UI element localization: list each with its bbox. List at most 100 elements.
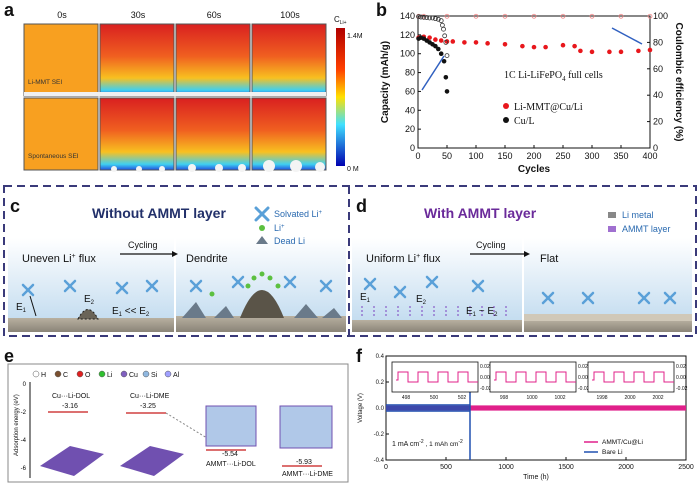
x-axis-label: Cycles <box>518 164 551 175</box>
series-3 <box>416 14 450 58</box>
solvated-li-icon <box>254 206 270 222</box>
atom-label-li: Li <box>107 372 113 379</box>
legend-li-metal: Li metal <box>622 210 654 220</box>
point-0-8 <box>473 40 479 45</box>
x-tick-label-5: 250 <box>555 151 570 161</box>
panel-d-title: With AMMT layer <box>424 205 537 221</box>
point-2-6 <box>560 13 566 19</box>
row-label-mmt: Li-MMT SEI <box>28 79 62 86</box>
y-tick-label-0: 0 <box>410 143 415 153</box>
point-0-11 <box>520 43 525 49</box>
inset-0: 498 500 502 0.02 0.00 -0.02 <box>391 361 492 401</box>
time-label-0: 0s <box>57 10 67 20</box>
f-x-tick-label-3: 1500 <box>558 464 574 471</box>
point-2-5 <box>531 13 537 19</box>
atom-legend: H C O Li Cu Si Al <box>32 370 180 379</box>
d-flux-arrows <box>361 306 507 318</box>
point-0-18 <box>607 49 612 55</box>
f-x-tick-label-0: 0 <box>384 464 388 471</box>
d-flat: Flat <box>540 253 558 265</box>
point-1-10 <box>443 74 449 80</box>
d-right-ions <box>541 291 677 305</box>
ammt-structure-2 <box>279 405 333 449</box>
y2-tick-label-3: 60 <box>653 64 663 74</box>
d-arrowhead <box>524 251 530 257</box>
c-e2: E2 <box>84 294 95 306</box>
c-right-ions <box>189 275 333 293</box>
point-3-6 <box>433 16 438 22</box>
ammt-layer-icon <box>608 226 616 232</box>
inset-2-xtick-2: 2002 <box>652 395 663 401</box>
point-2-7 <box>589 13 595 19</box>
panel-b-letter: b <box>376 0 387 20</box>
inset-2-xtick-1: 2000 <box>624 395 635 401</box>
point-2-8 <box>618 13 624 19</box>
panel-a-simulation: 0s 30s 60s 100s Li-MMT SEI Spontaneous S… <box>23 10 363 173</box>
inset-2-ytick-2: -0.02 <box>676 386 688 392</box>
point-3-1 <box>418 14 424 20</box>
atom-dot-cu <box>120 370 128 378</box>
panel-d-letter: d <box>356 196 367 216</box>
legend-dead: Dead Li <box>274 236 305 246</box>
y2-axis-label: Coulombic efficiency (%) <box>673 23 684 142</box>
y-tick-label-3: 60 <box>405 86 415 96</box>
inset-1-ytick-0: 0.02 <box>578 364 588 370</box>
d-uniform-flux: Uniform Li+ flux <box>366 253 441 265</box>
point-0-20 <box>636 48 641 54</box>
c-ground-left <box>8 318 174 332</box>
e-value-2: -5.54 <box>222 451 238 458</box>
x-tick-label-7: 350 <box>613 151 628 161</box>
y-tick-label-1: 20 <box>405 124 415 134</box>
panel-f-chart: 0 500 1000 1500 2000 2500 -0.4 -0.2 0.0 0.2 0.4 Tim… <box>358 354 694 481</box>
legend-label-mmt: Li-MMT@Cu/Li <box>514 102 583 113</box>
atom-label-o: O <box>85 372 91 379</box>
x-tick-label-3: 150 <box>497 151 512 161</box>
e-ytick-2: -4 <box>21 438 27 444</box>
point-1-8 <box>438 51 444 57</box>
f-legend-label-bare: Bare Li <box>602 449 623 456</box>
f-legend-label-ammt: AMMT/Cu@Li <box>602 439 643 446</box>
x-tick-label-4: 200 <box>526 151 541 161</box>
inset-0-ytick-1: 0.00 <box>480 375 490 381</box>
y-tick-label-7: 140 <box>400 11 415 21</box>
sim-cell-r1c3 <box>175 23 251 97</box>
d-left-ions <box>363 275 485 299</box>
inset-2: 1998 2000 2002 0.02 0.00 -0.02 <box>587 361 688 401</box>
e-ytick-0: 0 <box>23 382 27 388</box>
c-e1: E1 <box>16 302 27 314</box>
point-3-2 <box>421 14 427 20</box>
d-relation: E1 ~ E2 <box>466 306 498 318</box>
c-arrowhead <box>172 251 178 257</box>
e1-arrow <box>29 295 37 317</box>
d-e2: E2 <box>416 294 427 306</box>
sei-base-r1 <box>24 92 326 96</box>
series-1 <box>416 35 450 94</box>
d-ground-right <box>524 320 692 332</box>
point-2-3 <box>473 13 479 19</box>
inset-1-xtick-0: 998 <box>500 395 509 401</box>
atom-label-c: C <box>63 372 68 379</box>
panel-b-chart: 0 50 100 150 200 250 300 350 4000204060801001201… <box>380 11 684 175</box>
y2-tick-label-2: 40 <box>653 90 663 100</box>
inset-1-xtick-2: 1002 <box>554 395 565 401</box>
d-ammt-layer-right <box>524 314 692 321</box>
dead-li-icon <box>256 236 268 244</box>
inset-trace-0 <box>396 371 478 383</box>
time-label-3: 100s <box>280 10 300 20</box>
atom-label-h: H <box>41 372 46 379</box>
inset-trace-1 <box>494 371 576 383</box>
inset-2-ytick-0: 0.02 <box>676 364 686 370</box>
f-x-tick-label-1: 500 <box>440 464 452 471</box>
e-value-3: -5.93 <box>296 459 312 466</box>
sim-cell-r2c2 <box>99 97 175 171</box>
panel-cd-schematic: c Without AMMT layer Uneven Li+ flux Cyc… <box>3 185 697 337</box>
point-0-5 <box>444 39 450 44</box>
point-0-19 <box>618 49 624 55</box>
f-x-axis-label: Time (h) <box>523 474 549 481</box>
colorbar <box>336 28 345 166</box>
point-0-14 <box>560 42 566 48</box>
y2-tick-label-4: 80 <box>653 37 663 47</box>
sim-cell-r2c1 <box>23 97 99 171</box>
point-0-9 <box>485 41 490 46</box>
series-bare-band <box>386 404 470 412</box>
